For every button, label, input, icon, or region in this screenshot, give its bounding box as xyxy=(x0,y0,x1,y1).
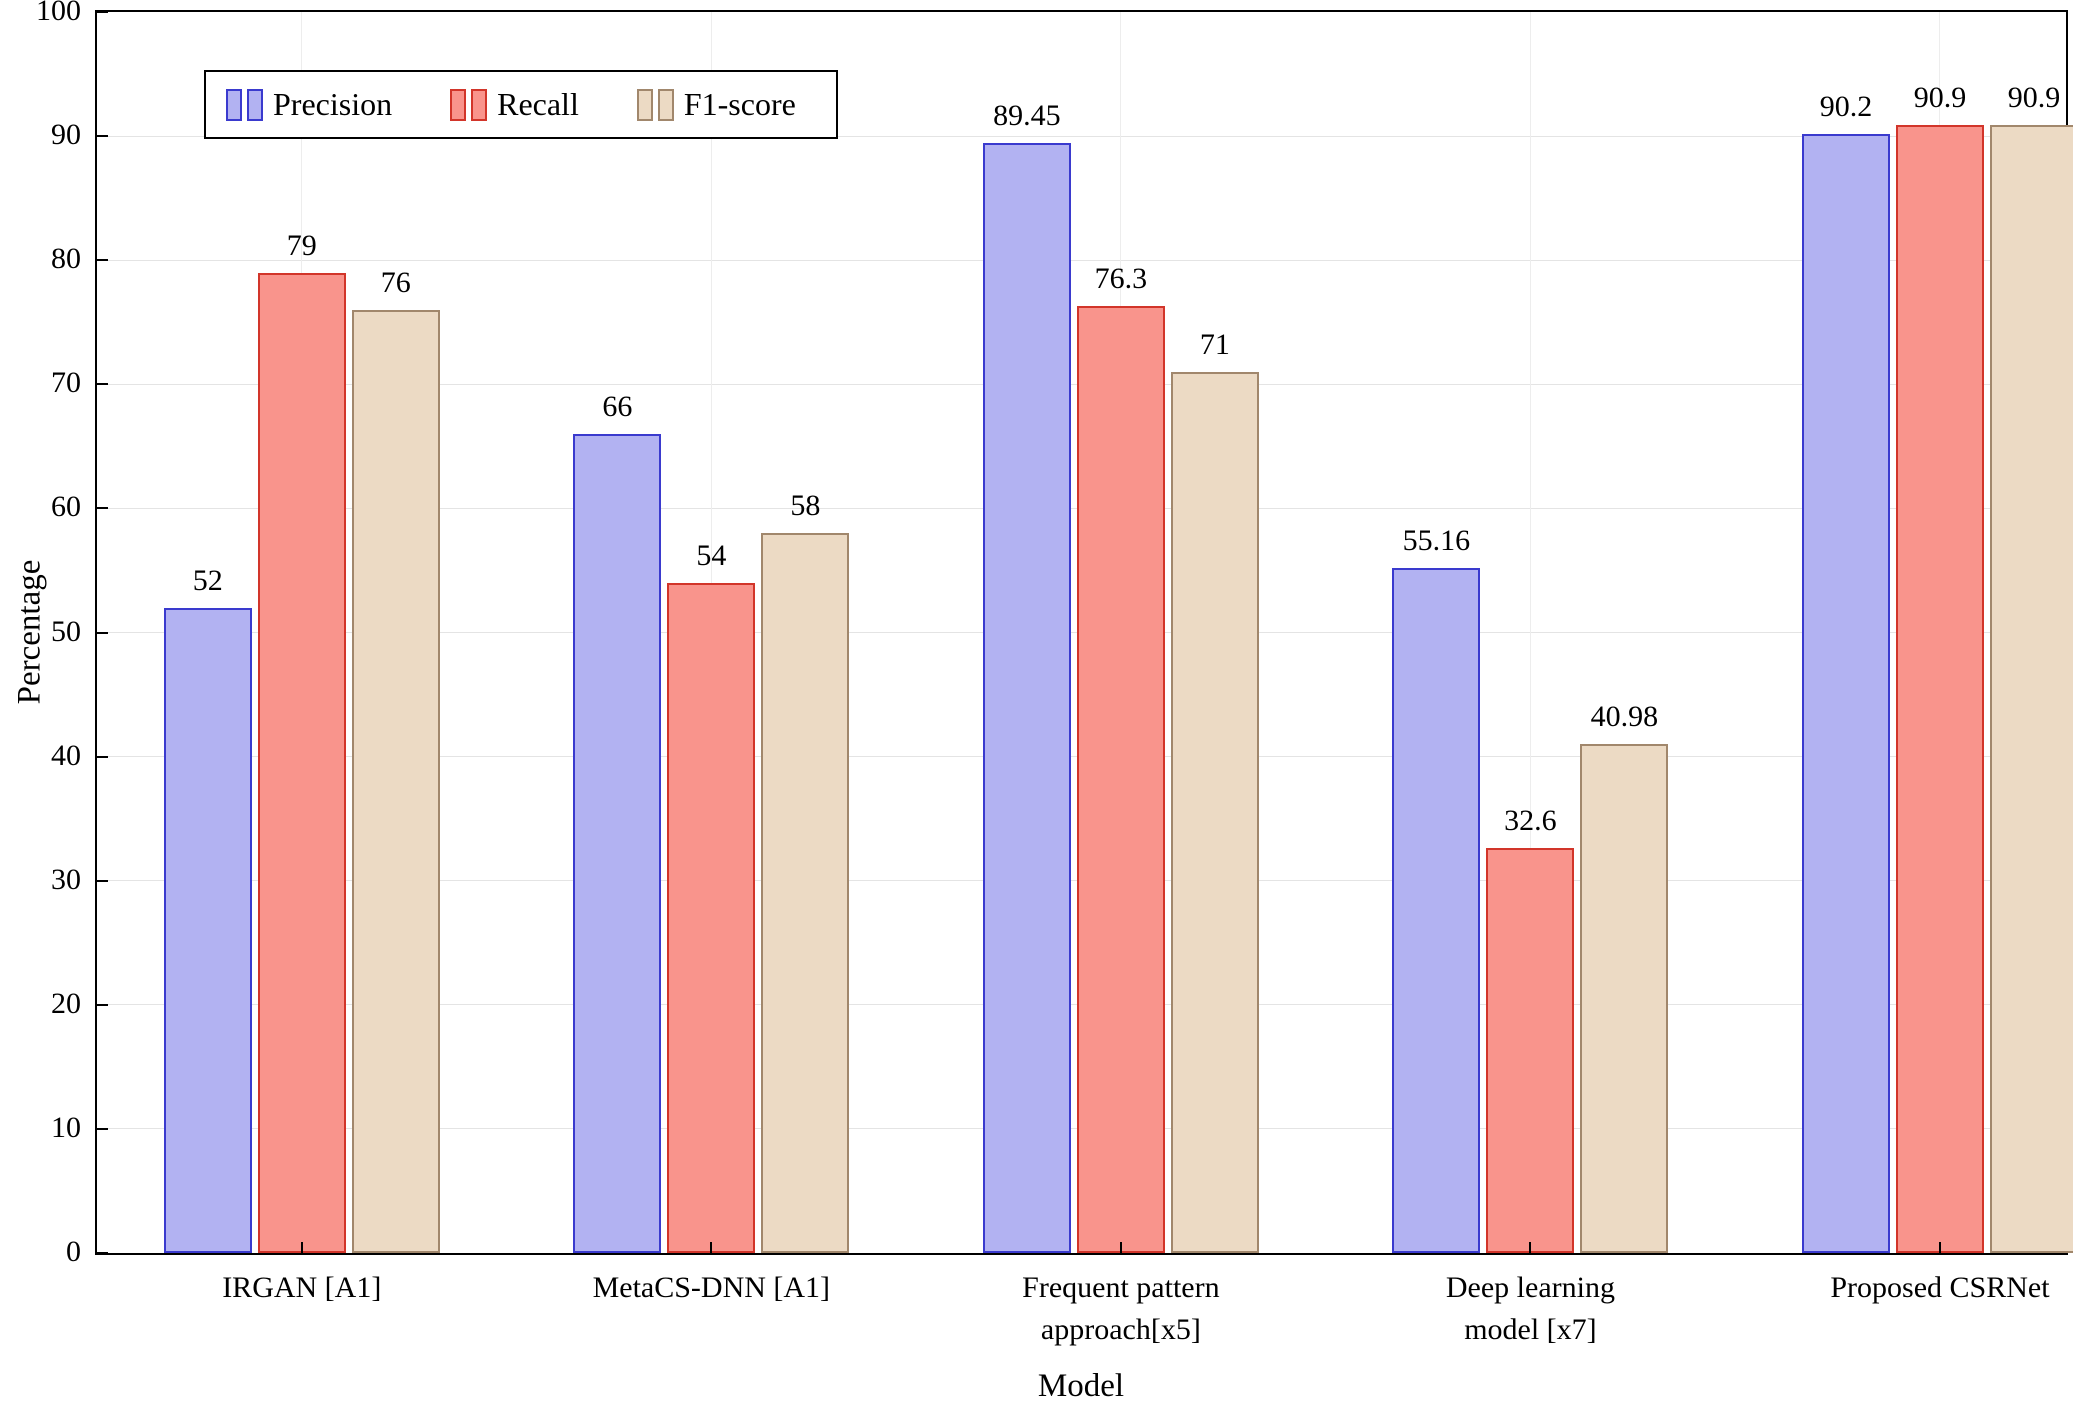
bar-f1-score xyxy=(1989,124,2073,1253)
legend-label: Precision xyxy=(273,86,393,122)
bar-value-label: 58 xyxy=(790,489,821,523)
y-tick-label: 10 xyxy=(51,1110,81,1144)
x-tick-mark xyxy=(1119,1242,1122,1253)
bar-value-label: 90.9 xyxy=(2007,80,2061,114)
gridline xyxy=(97,259,2066,261)
x-tick-label: MetaCS-DNN [A1] xyxy=(592,1271,831,1304)
bar-value-label: 66 xyxy=(602,389,633,423)
legend-entry: Recall xyxy=(450,86,579,123)
bar-precision xyxy=(573,433,662,1253)
bar-value-label: 40.98 xyxy=(1590,700,1659,734)
bar-f1-score xyxy=(761,533,850,1253)
bar-value-label: 90.2 xyxy=(1819,89,1873,123)
legend-label: Recall xyxy=(497,86,579,122)
bar-value-label: 76 xyxy=(380,265,411,299)
y-tick-label: 30 xyxy=(51,862,81,896)
y-tick-mark xyxy=(97,631,108,634)
legend-entry: Precision xyxy=(226,86,392,123)
y-tick-mark xyxy=(97,11,108,13)
legend-swatch-rect xyxy=(450,88,467,121)
y-tick-mark xyxy=(97,1252,108,1254)
y-tick-mark xyxy=(97,1003,108,1006)
y-tick-label: 0 xyxy=(66,1235,81,1268)
plot-area: 52 79 76 66 54 58 89.45 76.3 71 55.16 32.6 40.98 90.… xyxy=(95,10,2073,1255)
y-tick-mark xyxy=(97,383,108,386)
bar-f1-score xyxy=(351,309,440,1253)
bar-value-label: 71 xyxy=(1199,327,1230,361)
legend-label: F1-score xyxy=(683,86,796,122)
bar-precision xyxy=(982,142,1071,1253)
bar-recall xyxy=(1895,124,1984,1253)
y-tick-label: 100 xyxy=(36,0,81,27)
legend: Precision Recall F1-score xyxy=(204,70,838,139)
bar-value-label: 32.6 xyxy=(1504,804,1557,838)
bar-value-label: 89.45 xyxy=(993,98,1061,132)
x-tick-label: Deep learning model [x7] xyxy=(1445,1271,1615,1346)
legend-entry: F1-score xyxy=(636,86,796,123)
y-tick-label: 70 xyxy=(51,366,81,400)
bar-f1-score xyxy=(1170,371,1259,1253)
x-tick-mark xyxy=(1938,1242,1941,1253)
x-tick-label: Frequent pattern approach[x5] xyxy=(1022,1271,1220,1346)
legend-swatch-rect xyxy=(247,88,263,121)
y-tick-label: 40 xyxy=(51,738,81,772)
y-tick-mark xyxy=(97,755,108,758)
x-tick-mark xyxy=(300,1242,303,1253)
y-tick-label: 50 xyxy=(51,614,81,648)
legend-swatch-rect xyxy=(226,88,242,121)
bar-value-label: 54 xyxy=(696,538,727,572)
y-tick-label: 80 xyxy=(51,242,81,276)
x-axis-title: Model xyxy=(1037,1368,1125,1404)
bar-precision xyxy=(1801,133,1890,1253)
y-tick-mark xyxy=(97,507,108,510)
bar-value-label: 55.16 xyxy=(1402,524,1471,558)
x-tick-label: IRGAN [A1] xyxy=(222,1271,382,1304)
bar-recall xyxy=(257,272,346,1253)
bar-value-label: 79 xyxy=(286,228,317,262)
y-tick-label: 20 xyxy=(51,986,81,1020)
bar-precision xyxy=(163,607,252,1253)
legend-swatch-rect xyxy=(636,88,653,121)
bar-value-label: 90.9 xyxy=(1913,80,1967,114)
bar-precision xyxy=(1392,568,1481,1253)
legend-swatch-f1-score xyxy=(636,88,674,121)
gridline xyxy=(1529,12,1531,1253)
bar-f1-score xyxy=(1580,744,1669,1253)
y-tick-mark xyxy=(97,1127,108,1130)
y-tick-label: 60 xyxy=(51,490,81,524)
legend-swatch-recall xyxy=(450,88,488,121)
y-tick-label: 90 xyxy=(51,118,81,152)
bar-recall xyxy=(1486,848,1575,1253)
x-tick-label: Proposed CSRNet xyxy=(1830,1271,2050,1304)
bar-value-label: 52 xyxy=(192,563,223,597)
x-tick-mark xyxy=(710,1242,713,1253)
gridline xyxy=(97,135,2066,137)
y-tick-mark xyxy=(97,135,108,138)
bar-value-label: 76.3 xyxy=(1094,262,1148,296)
y-tick-mark xyxy=(97,879,108,882)
legend-swatch-precision xyxy=(226,88,263,121)
legend-swatch-rect xyxy=(471,88,488,121)
bar-recall xyxy=(667,582,756,1253)
bar-recall xyxy=(1076,306,1165,1253)
x-tick-mark xyxy=(1529,1242,1532,1253)
legend-swatch-rect xyxy=(657,88,674,121)
y-tick-mark xyxy=(97,259,108,262)
